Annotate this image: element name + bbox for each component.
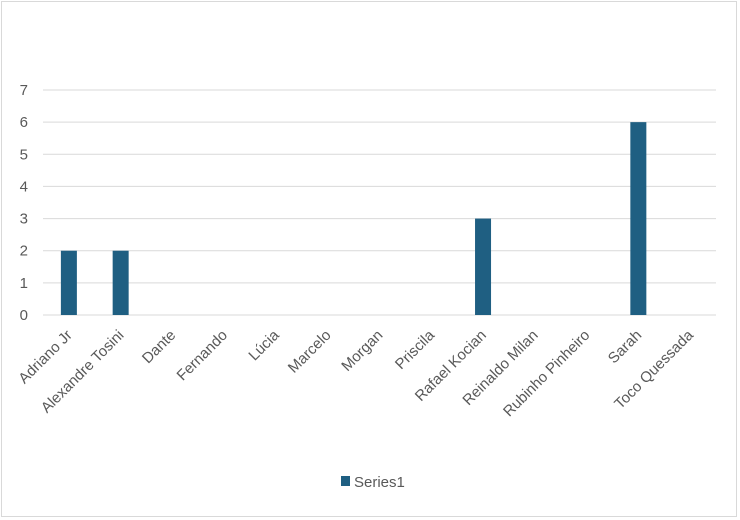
x-tick-label: Dante (139, 327, 179, 367)
x-tick-label: Marcelo (285, 327, 335, 377)
legend-label-series1: Series1 (354, 474, 405, 491)
bar-alexandre-tosini (112, 250, 129, 315)
x-tick-label: Sarah (605, 327, 645, 367)
y-tick-label: 6 (20, 114, 28, 131)
y-axis-tick-labels: 0 1 2 3 4 5 6 7 (20, 82, 28, 324)
x-tick-label: Fernando (174, 327, 231, 384)
bars (60, 122, 647, 316)
legend-swatch-series1 (341, 476, 350, 486)
bar-sarah (630, 122, 647, 316)
bar-adriano-jr (60, 250, 77, 315)
y-tick-label: 1 (20, 275, 28, 292)
gridlines (43, 89, 716, 316)
x-tick-label: Lúcia (245, 326, 283, 364)
bar-rafael-kocian (475, 218, 492, 315)
legend: Series1 (341, 474, 405, 491)
y-tick-label: 2 (20, 243, 28, 260)
x-tick-label: Rubinho Pinheiro (500, 327, 593, 420)
y-tick-label: 3 (20, 211, 28, 228)
x-tick-label: Morgan (338, 327, 386, 375)
y-tick-label: 0 (20, 307, 28, 324)
y-tick-label: 5 (20, 146, 28, 163)
y-tick-label: 7 (20, 82, 28, 99)
y-tick-label: 4 (20, 178, 28, 195)
x-tick-label: Priscila (392, 326, 439, 373)
